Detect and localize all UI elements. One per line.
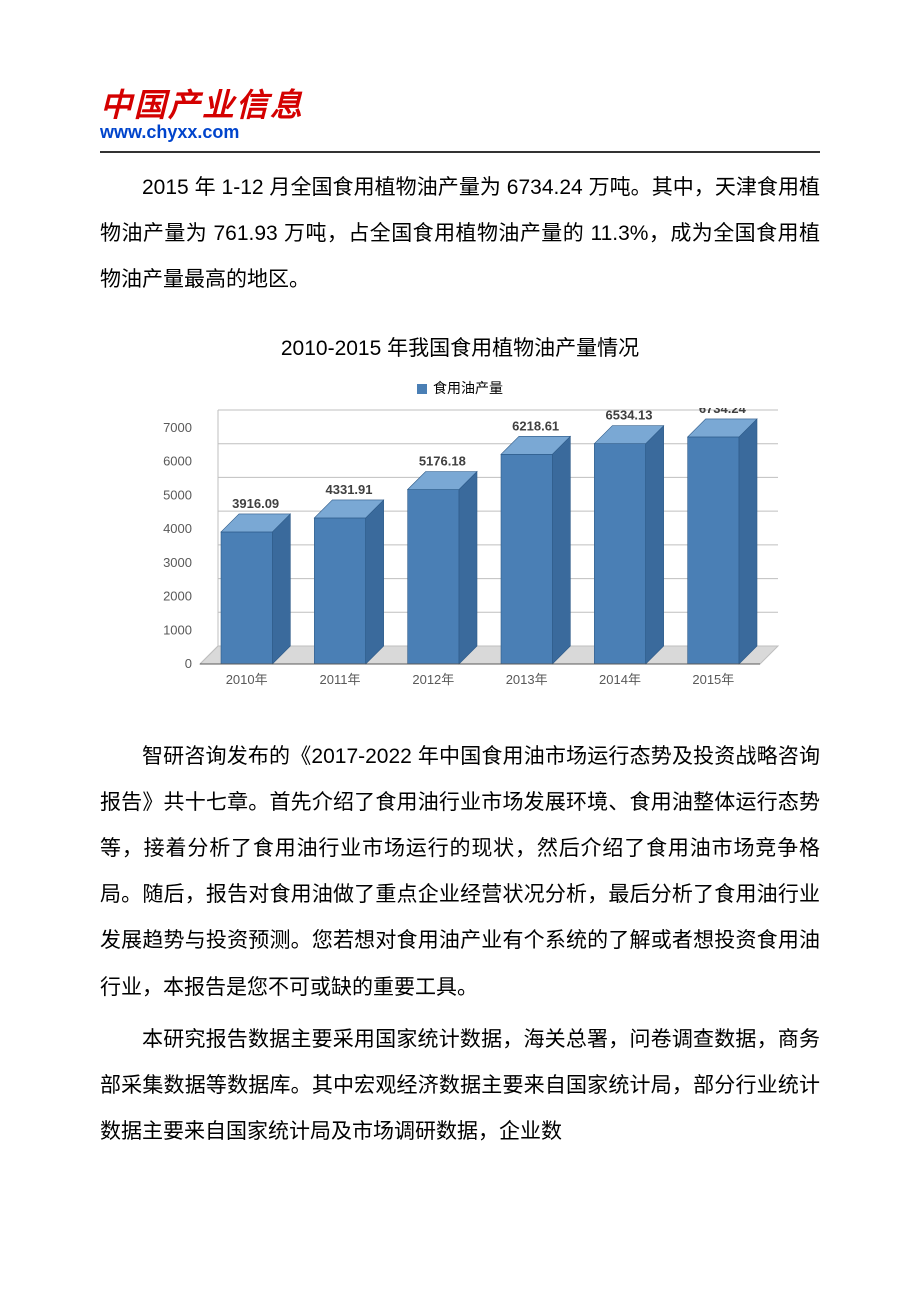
svg-text:2011年: 2011年 [320, 672, 361, 687]
svg-text:6000: 6000 [163, 453, 192, 468]
brand-logo: 中国产业信息 www.chyxx.com [100, 80, 820, 143]
chart-svg: 0 1000 2000 3000 4000 5000 6000 7000 3916.09 2010… [140, 408, 780, 698]
svg-text:2012年: 2012年 [412, 672, 454, 687]
svg-text:4000: 4000 [163, 521, 192, 536]
bar-chart: 0 1000 2000 3000 4000 5000 6000 7000 3916.09 2010… [140, 408, 780, 698]
logo-text-cn: 中国产业信息 [100, 80, 820, 126]
svg-text:1000: 1000 [163, 622, 192, 637]
legend-label: 食用油产量 [433, 380, 503, 396]
svg-text:2015年: 2015年 [692, 672, 734, 687]
legend-swatch [417, 384, 427, 394]
body-paragraph-1: 智研咨询发布的《2017-2022 年中国食用油市场运行态势及投资战略咨询报告》… [100, 734, 820, 1011]
svg-text:6218.61: 6218.61 [512, 418, 559, 433]
svg-text:2013年: 2013年 [506, 672, 548, 687]
svg-text:4331.91: 4331.91 [326, 482, 373, 497]
logo-url: www.chyxx.com [100, 122, 820, 143]
body-paragraph-2: 本研究报告数据主要采用国家统计数据，海关总署，问卷调查数据，商务部采集数据等数据… [100, 1017, 820, 1156]
chart-legend: 食用油产量 [100, 378, 820, 398]
svg-text:5176.18: 5176.18 [419, 453, 466, 468]
header-divider [100, 151, 820, 153]
svg-text:3916.09: 3916.09 [232, 496, 279, 511]
svg-text:6734.24: 6734.24 [699, 408, 747, 416]
svg-text:6534.13: 6534.13 [606, 408, 653, 423]
svg-text:5000: 5000 [163, 487, 192, 502]
svg-text:2014年: 2014年 [599, 672, 641, 687]
svg-text:7000: 7000 [163, 420, 192, 435]
chart-title: 2010-2015 年我国食用植物油产量情况 [100, 332, 820, 362]
svg-text:2000: 2000 [163, 588, 192, 603]
svg-text:0: 0 [185, 656, 192, 671]
svg-text:2010年: 2010年 [226, 672, 268, 687]
svg-text:3000: 3000 [163, 554, 192, 569]
intro-paragraph: 2015 年 1-12 月全国食用植物油产量为 6734.24 万吨。其中，天津… [100, 165, 820, 304]
